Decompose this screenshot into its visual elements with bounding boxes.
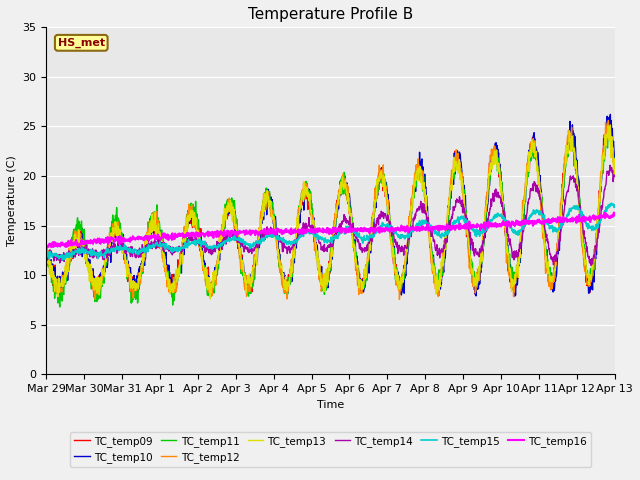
- TC_temp14: [232, 232, 240, 238]
- TC_temp12: [396, 297, 403, 302]
- TC_temp14: [42, 251, 50, 256]
- X-axis label: Time: Time: [317, 400, 344, 409]
- TC_temp16: [170, 236, 177, 241]
- Line: TC_temp14: TC_temp14: [46, 165, 614, 265]
- TC_temp13: [544, 260, 552, 266]
- TC_temp12: [419, 178, 427, 183]
- TC_temp16: [233, 229, 241, 235]
- TC_temp12: [169, 283, 177, 288]
- TC_temp15: [233, 236, 241, 241]
- TC_temp11: [170, 287, 177, 292]
- TC_temp16: [610, 210, 618, 216]
- TC_temp10: [493, 153, 501, 158]
- TC_temp12: [42, 246, 50, 252]
- TC_temp10: [155, 231, 163, 237]
- TC_temp14: [587, 263, 595, 268]
- TC_temp14: [543, 238, 551, 244]
- TC_temp15: [493, 214, 501, 219]
- TC_temp09: [544, 267, 552, 273]
- TC_temp09: [156, 245, 163, 251]
- TC_temp15: [59, 257, 67, 263]
- TC_temp09: [42, 254, 50, 260]
- TC_temp15: [611, 202, 618, 208]
- TC_temp14: [155, 243, 163, 249]
- TC_temp09: [55, 294, 63, 300]
- TC_temp13: [419, 182, 427, 188]
- Text: HS_met: HS_met: [58, 38, 105, 48]
- TC_temp12: [611, 167, 618, 172]
- TC_temp16: [493, 221, 501, 227]
- TC_temp10: [232, 224, 240, 229]
- Line: TC_temp15: TC_temp15: [46, 203, 614, 260]
- TC_temp12: [155, 228, 163, 234]
- TC_temp13: [42, 241, 50, 247]
- TC_temp14: [606, 162, 614, 168]
- TC_temp10: [607, 111, 614, 117]
- Legend: TC_temp09, TC_temp10, TC_temp11, TC_temp12, TC_temp13, TC_temp14, TC_temp15, TC_: TC_temp09, TC_temp10, TC_temp11, TC_temp…: [70, 432, 591, 467]
- Line: TC_temp12: TC_temp12: [46, 120, 614, 300]
- TC_temp11: [42, 252, 50, 257]
- TC_temp09: [419, 179, 427, 185]
- TC_temp15: [608, 200, 616, 206]
- TC_temp10: [283, 294, 291, 300]
- TC_temp11: [605, 127, 613, 133]
- TC_temp10: [544, 260, 552, 266]
- TC_temp12: [232, 227, 240, 233]
- TC_temp13: [493, 162, 501, 168]
- TC_temp13: [155, 237, 163, 243]
- TC_temp15: [156, 241, 163, 247]
- Line: TC_temp13: TC_temp13: [46, 125, 614, 299]
- TC_temp12: [605, 118, 612, 123]
- TC_temp16: [43, 244, 51, 250]
- Line: TC_temp11: TC_temp11: [46, 130, 614, 307]
- TC_temp15: [42, 250, 50, 256]
- TC_temp13: [207, 296, 214, 301]
- TC_temp10: [611, 156, 618, 161]
- TC_temp11: [544, 256, 552, 262]
- TC_temp12: [493, 161, 501, 167]
- TC_temp16: [42, 242, 50, 248]
- TC_temp12: [544, 271, 552, 277]
- Line: TC_temp10: TC_temp10: [46, 114, 614, 297]
- TC_temp09: [493, 155, 501, 160]
- TC_temp11: [56, 304, 63, 310]
- TC_temp09: [233, 230, 241, 236]
- TC_temp09: [605, 120, 613, 126]
- TC_temp09: [611, 158, 618, 164]
- TC_temp10: [169, 277, 177, 283]
- TC_temp11: [233, 216, 241, 222]
- TC_temp16: [156, 234, 163, 240]
- TC_temp13: [607, 122, 614, 128]
- TC_temp11: [611, 156, 618, 161]
- TC_temp10: [419, 164, 427, 170]
- Line: TC_temp09: TC_temp09: [46, 123, 614, 297]
- TC_temp16: [611, 212, 618, 217]
- TC_temp15: [170, 246, 177, 252]
- TC_temp13: [233, 223, 241, 228]
- TC_temp09: [170, 278, 177, 284]
- TC_temp11: [419, 188, 427, 194]
- TC_temp13: [611, 169, 618, 175]
- TC_temp15: [419, 219, 427, 225]
- TC_temp16: [419, 224, 427, 229]
- TC_temp14: [169, 244, 177, 250]
- TC_temp14: [611, 173, 618, 179]
- Title: Temperature Profile B: Temperature Profile B: [248, 7, 413, 22]
- TC_temp14: [493, 194, 501, 200]
- TC_temp13: [169, 289, 177, 295]
- TC_temp11: [493, 168, 501, 174]
- TC_temp11: [156, 218, 163, 224]
- TC_temp16: [544, 219, 552, 225]
- TC_temp10: [42, 252, 50, 258]
- Line: TC_temp16: TC_temp16: [46, 213, 614, 247]
- Y-axis label: Temperature (C): Temperature (C): [7, 156, 17, 246]
- TC_temp15: [544, 221, 552, 227]
- TC_temp14: [419, 201, 427, 206]
